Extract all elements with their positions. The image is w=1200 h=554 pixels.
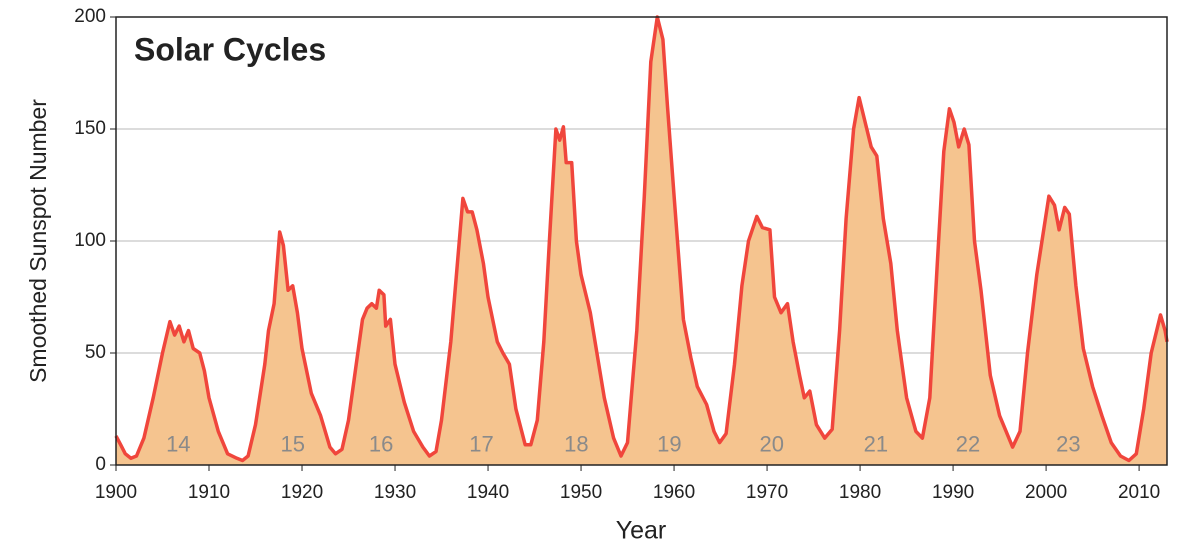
x-axis-label: Year (616, 517, 667, 545)
cycle-label: 17 (469, 431, 493, 456)
y-tick-label: 100 (74, 230, 106, 251)
y-tick-label: 150 (74, 118, 106, 139)
x-tick-label: 2010 (1118, 482, 1160, 503)
x-tick-label: 1900 (95, 482, 137, 503)
cycle-label: 21 (864, 431, 888, 456)
cycle-label: 15 (280, 431, 304, 456)
cycle-label: 23 (1056, 431, 1080, 456)
x-tick-label: 2000 (1025, 482, 1067, 503)
y-tick-label: 50 (85, 342, 106, 363)
y-tick-label: 200 (74, 6, 106, 27)
x-tick-label: 1960 (653, 482, 695, 503)
area-fill (116, 17, 1167, 465)
plot-frame (115, 16, 1168, 466)
x-tick-label: 1920 (281, 482, 323, 503)
x-tick-label: 1930 (374, 482, 416, 503)
x-tick-label: 1910 (188, 482, 230, 503)
x-tick-label: 1990 (932, 482, 974, 503)
line (114, 15, 1169, 463)
y-tick-label: 0 (95, 454, 106, 475)
chart-title: Solar Cycles (134, 31, 326, 67)
cycle-label: 19 (657, 431, 681, 456)
cycle-label: 18 (564, 431, 588, 456)
x-tick-label: 1940 (467, 482, 509, 503)
cycle-label: 14 (166, 431, 190, 456)
x-tick-label: 1970 (746, 482, 788, 503)
cycle-label: 22 (956, 431, 980, 456)
x-tick-label: 1950 (560, 482, 602, 503)
cycle-label: 20 (759, 431, 783, 456)
x-tick-label: 1980 (839, 482, 881, 503)
cycle-label: 16 (369, 431, 393, 456)
y-axis-label: Smoothed Sunspot Number (25, 99, 51, 383)
